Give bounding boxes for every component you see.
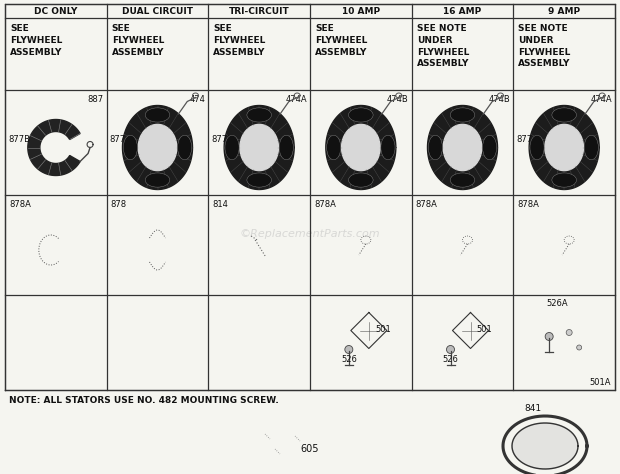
Circle shape [566,329,572,336]
Text: 526A: 526A [546,299,568,308]
Text: 877B: 877B [211,135,233,144]
Ellipse shape [482,135,497,160]
Ellipse shape [348,173,373,187]
Text: SEE
FLYWHEEL
ASSEMBLY: SEE FLYWHEEL ASSEMBLY [315,24,368,56]
Ellipse shape [145,173,170,187]
Text: 878A: 878A [9,200,31,209]
Text: TRI-CIRCUIT: TRI-CIRCUIT [229,7,290,16]
Text: 841: 841 [525,404,541,413]
Circle shape [345,346,353,354]
Ellipse shape [247,173,272,187]
Ellipse shape [450,173,475,187]
Ellipse shape [428,135,443,160]
Circle shape [545,332,553,340]
Ellipse shape [225,135,239,160]
Ellipse shape [123,135,138,160]
Polygon shape [28,119,80,175]
Ellipse shape [247,108,272,122]
Text: 878A: 878A [517,200,539,209]
Text: DUAL CIRCUIT: DUAL CIRCUIT [122,7,193,16]
Polygon shape [123,106,192,190]
Text: 501: 501 [375,326,391,335]
Ellipse shape [584,135,598,160]
Polygon shape [240,124,278,171]
Text: 501: 501 [477,326,492,335]
Text: 878: 878 [110,200,127,209]
Text: 16 AMP: 16 AMP [443,7,482,16]
Polygon shape [138,124,177,171]
Text: 877: 877 [110,135,126,144]
Ellipse shape [348,108,373,122]
Text: 878A: 878A [314,200,336,209]
Ellipse shape [327,135,341,160]
Text: 605: 605 [301,444,319,454]
Text: 474: 474 [190,95,205,104]
Text: 526: 526 [443,356,458,365]
Text: 814: 814 [212,200,228,209]
Ellipse shape [177,135,192,160]
Ellipse shape [381,135,395,160]
Text: SEE NOTE
UNDER
FLYWHEEL
ASSEMBLY: SEE NOTE UNDER FLYWHEEL ASSEMBLY [518,24,570,68]
Ellipse shape [552,173,577,187]
Ellipse shape [530,135,544,160]
Polygon shape [545,124,583,171]
Polygon shape [529,106,599,190]
Text: SEE
FLYWHEEL
ASSEMBLY: SEE FLYWHEEL ASSEMBLY [10,24,63,56]
Ellipse shape [552,108,577,122]
Text: 526: 526 [341,356,356,365]
Text: 10 AMP: 10 AMP [342,7,380,16]
Polygon shape [326,106,396,190]
Text: 474B: 474B [489,95,510,104]
Text: 887: 887 [87,95,104,104]
Polygon shape [342,124,380,171]
Circle shape [577,345,582,350]
Text: 474A: 474A [590,95,612,104]
Text: 9 AMP: 9 AMP [548,7,580,16]
Ellipse shape [450,108,475,122]
Text: NOTE: ALL STATORS USE NO. 482 MOUNTING SCREW.: NOTE: ALL STATORS USE NO. 482 MOUNTING S… [9,396,279,405]
Text: SEE
FLYWHEEL
ASSEMBLY: SEE FLYWHEEL ASSEMBLY [112,24,164,56]
Text: ©ReplacementParts.com: ©ReplacementParts.com [240,229,380,239]
Text: 474A: 474A [285,95,307,104]
Polygon shape [224,106,294,190]
Ellipse shape [145,108,170,122]
Ellipse shape [279,135,293,160]
Text: 501A: 501A [590,378,611,387]
Polygon shape [512,423,578,469]
Text: 877B: 877B [8,135,30,144]
Text: SEE NOTE
UNDER
FLYWHEEL
ASSEMBLY: SEE NOTE UNDER FLYWHEEL ASSEMBLY [417,24,469,68]
Text: 877A: 877A [516,135,538,144]
Text: SEE
FLYWHEEL
ASSEMBLY: SEE FLYWHEEL ASSEMBLY [213,24,266,56]
Text: 474B: 474B [387,95,409,104]
Polygon shape [443,124,482,171]
Polygon shape [428,106,497,190]
Circle shape [446,346,454,354]
Text: DC ONLY: DC ONLY [34,7,78,16]
Text: 878A: 878A [415,200,438,209]
